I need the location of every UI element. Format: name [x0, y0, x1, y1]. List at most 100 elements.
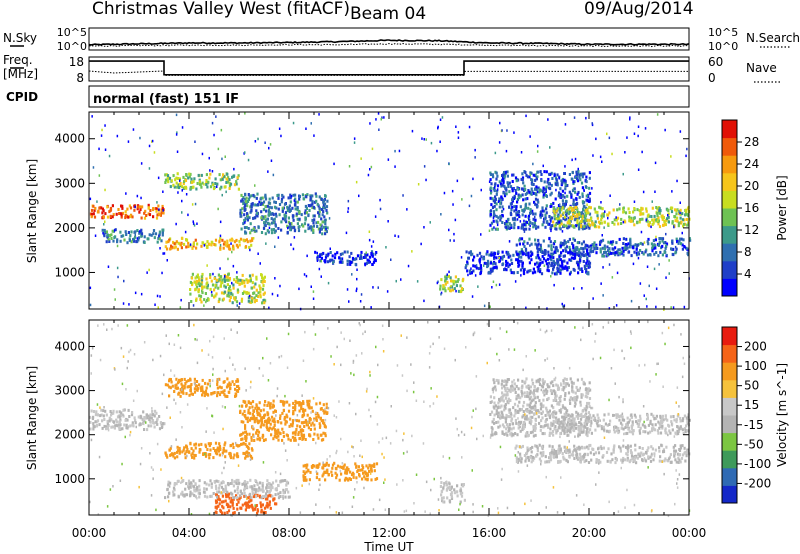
scatter-cell	[439, 287, 442, 291]
scatter-cell	[113, 426, 116, 430]
scatter-cell	[222, 246, 225, 250]
scatter-cell	[175, 240, 178, 244]
scatter-cell	[302, 433, 305, 437]
scatter-cell	[573, 404, 576, 408]
scatter-cell	[295, 212, 298, 216]
noise-cell	[370, 245, 373, 248]
scatter-cell	[513, 382, 516, 386]
scatter-cell	[159, 421, 162, 425]
noise-cell	[591, 123, 594, 127]
scatter-cell	[210, 482, 213, 486]
noise-cell	[600, 282, 602, 285]
scatter-cell	[645, 209, 648, 213]
scatter-cell	[257, 489, 260, 493]
scatter-cell	[546, 389, 549, 393]
scatter-cell	[657, 216, 660, 220]
scatter-cell	[234, 394, 237, 398]
scatter-cell	[228, 492, 231, 496]
y-tick-label: 3000	[54, 176, 85, 190]
scatter-cell	[501, 178, 504, 181]
scatter-cell	[622, 237, 625, 241]
scatter-cell	[517, 213, 520, 217]
scatter-cell	[585, 194, 588, 198]
scatter-cell	[223, 443, 226, 447]
scatter-cell	[673, 215, 677, 219]
scatter-cell	[263, 301, 266, 305]
scatter-cell	[464, 266, 467, 270]
scatter-cell	[521, 379, 524, 383]
noise-cell	[543, 264, 546, 267]
scatter-cell	[199, 183, 202, 187]
noise-cell	[395, 279, 397, 283]
scatter-cell	[585, 206, 588, 210]
scatter-cell	[533, 394, 536, 398]
scatter-cell	[596, 216, 599, 220]
scatter-cell	[204, 242, 207, 246]
scatter-cell	[106, 233, 109, 237]
scatter-cell	[289, 423, 293, 427]
scatter-cell	[316, 202, 319, 206]
scatter-cell	[270, 433, 273, 437]
scatter-cell	[371, 464, 374, 468]
noise-cell	[267, 170, 269, 173]
scatter-cell	[274, 429, 277, 433]
scatter-cell	[608, 252, 611, 256]
scatter-cell	[534, 262, 537, 266]
scatter-cell	[202, 490, 206, 494]
scatter-cell	[331, 258, 334, 262]
scatter-cell	[363, 256, 366, 259]
scatter-cell	[541, 260, 544, 264]
scatter-cell	[532, 173, 535, 177]
scatter-cell	[646, 240, 649, 244]
scatter-cell	[326, 226, 329, 230]
scatter-cell	[96, 419, 100, 423]
scatter-cell	[225, 449, 228, 453]
scatter-cell	[686, 223, 689, 227]
noise-cell	[271, 292, 274, 296]
scatter-cell	[548, 409, 551, 413]
scatter-cell	[192, 449, 195, 453]
scatter-cell	[105, 413, 108, 417]
scatter-cell	[210, 392, 213, 395]
scatter-cell	[142, 417, 145, 421]
noise-cell	[268, 146, 270, 150]
scatter-cell	[274, 409, 277, 413]
scatter-cell	[537, 256, 541, 260]
scatter-cell	[198, 479, 201, 483]
scatter-cell	[215, 506, 218, 510]
scatter-cell	[244, 452, 247, 456]
scatter-cell	[280, 200, 283, 204]
scatter-cell	[216, 495, 219, 499]
scatter-cell	[257, 430, 261, 434]
scatter-cell	[582, 430, 585, 434]
freq-series-line	[89, 60, 689, 76]
scatter-cell	[546, 180, 549, 184]
scatter-cell	[580, 252, 583, 256]
scatter-cell	[227, 289, 230, 293]
scatter-cell	[521, 266, 524, 269]
scatter-cell	[183, 386, 186, 390]
scatter-cell	[251, 448, 254, 452]
noise-cell	[470, 267, 472, 270]
scatter-cell	[287, 409, 291, 413]
scatter-cell	[587, 271, 590, 275]
scatter-cell	[155, 411, 158, 415]
scatter-cell	[251, 273, 254, 277]
scatter-cell	[261, 420, 264, 424]
scatter-cell	[515, 208, 518, 212]
scatter-cell	[274, 201, 277, 204]
scatter-cell	[341, 257, 344, 261]
scatter-cell	[347, 478, 350, 482]
scatter-cell	[344, 476, 347, 480]
scatter-cell	[152, 421, 156, 425]
scatter-cell	[242, 399, 245, 403]
scatter-cell	[318, 478, 321, 482]
scatter-cell	[254, 406, 257, 410]
scatter-cell	[512, 218, 515, 222]
scatter-cell	[277, 492, 280, 496]
scatter-cell	[227, 180, 230, 184]
scatter-cell	[555, 416, 558, 420]
scatter-cell	[245, 403, 248, 407]
scatter-cell	[245, 417, 248, 421]
scatter-cell	[606, 222, 610, 226]
